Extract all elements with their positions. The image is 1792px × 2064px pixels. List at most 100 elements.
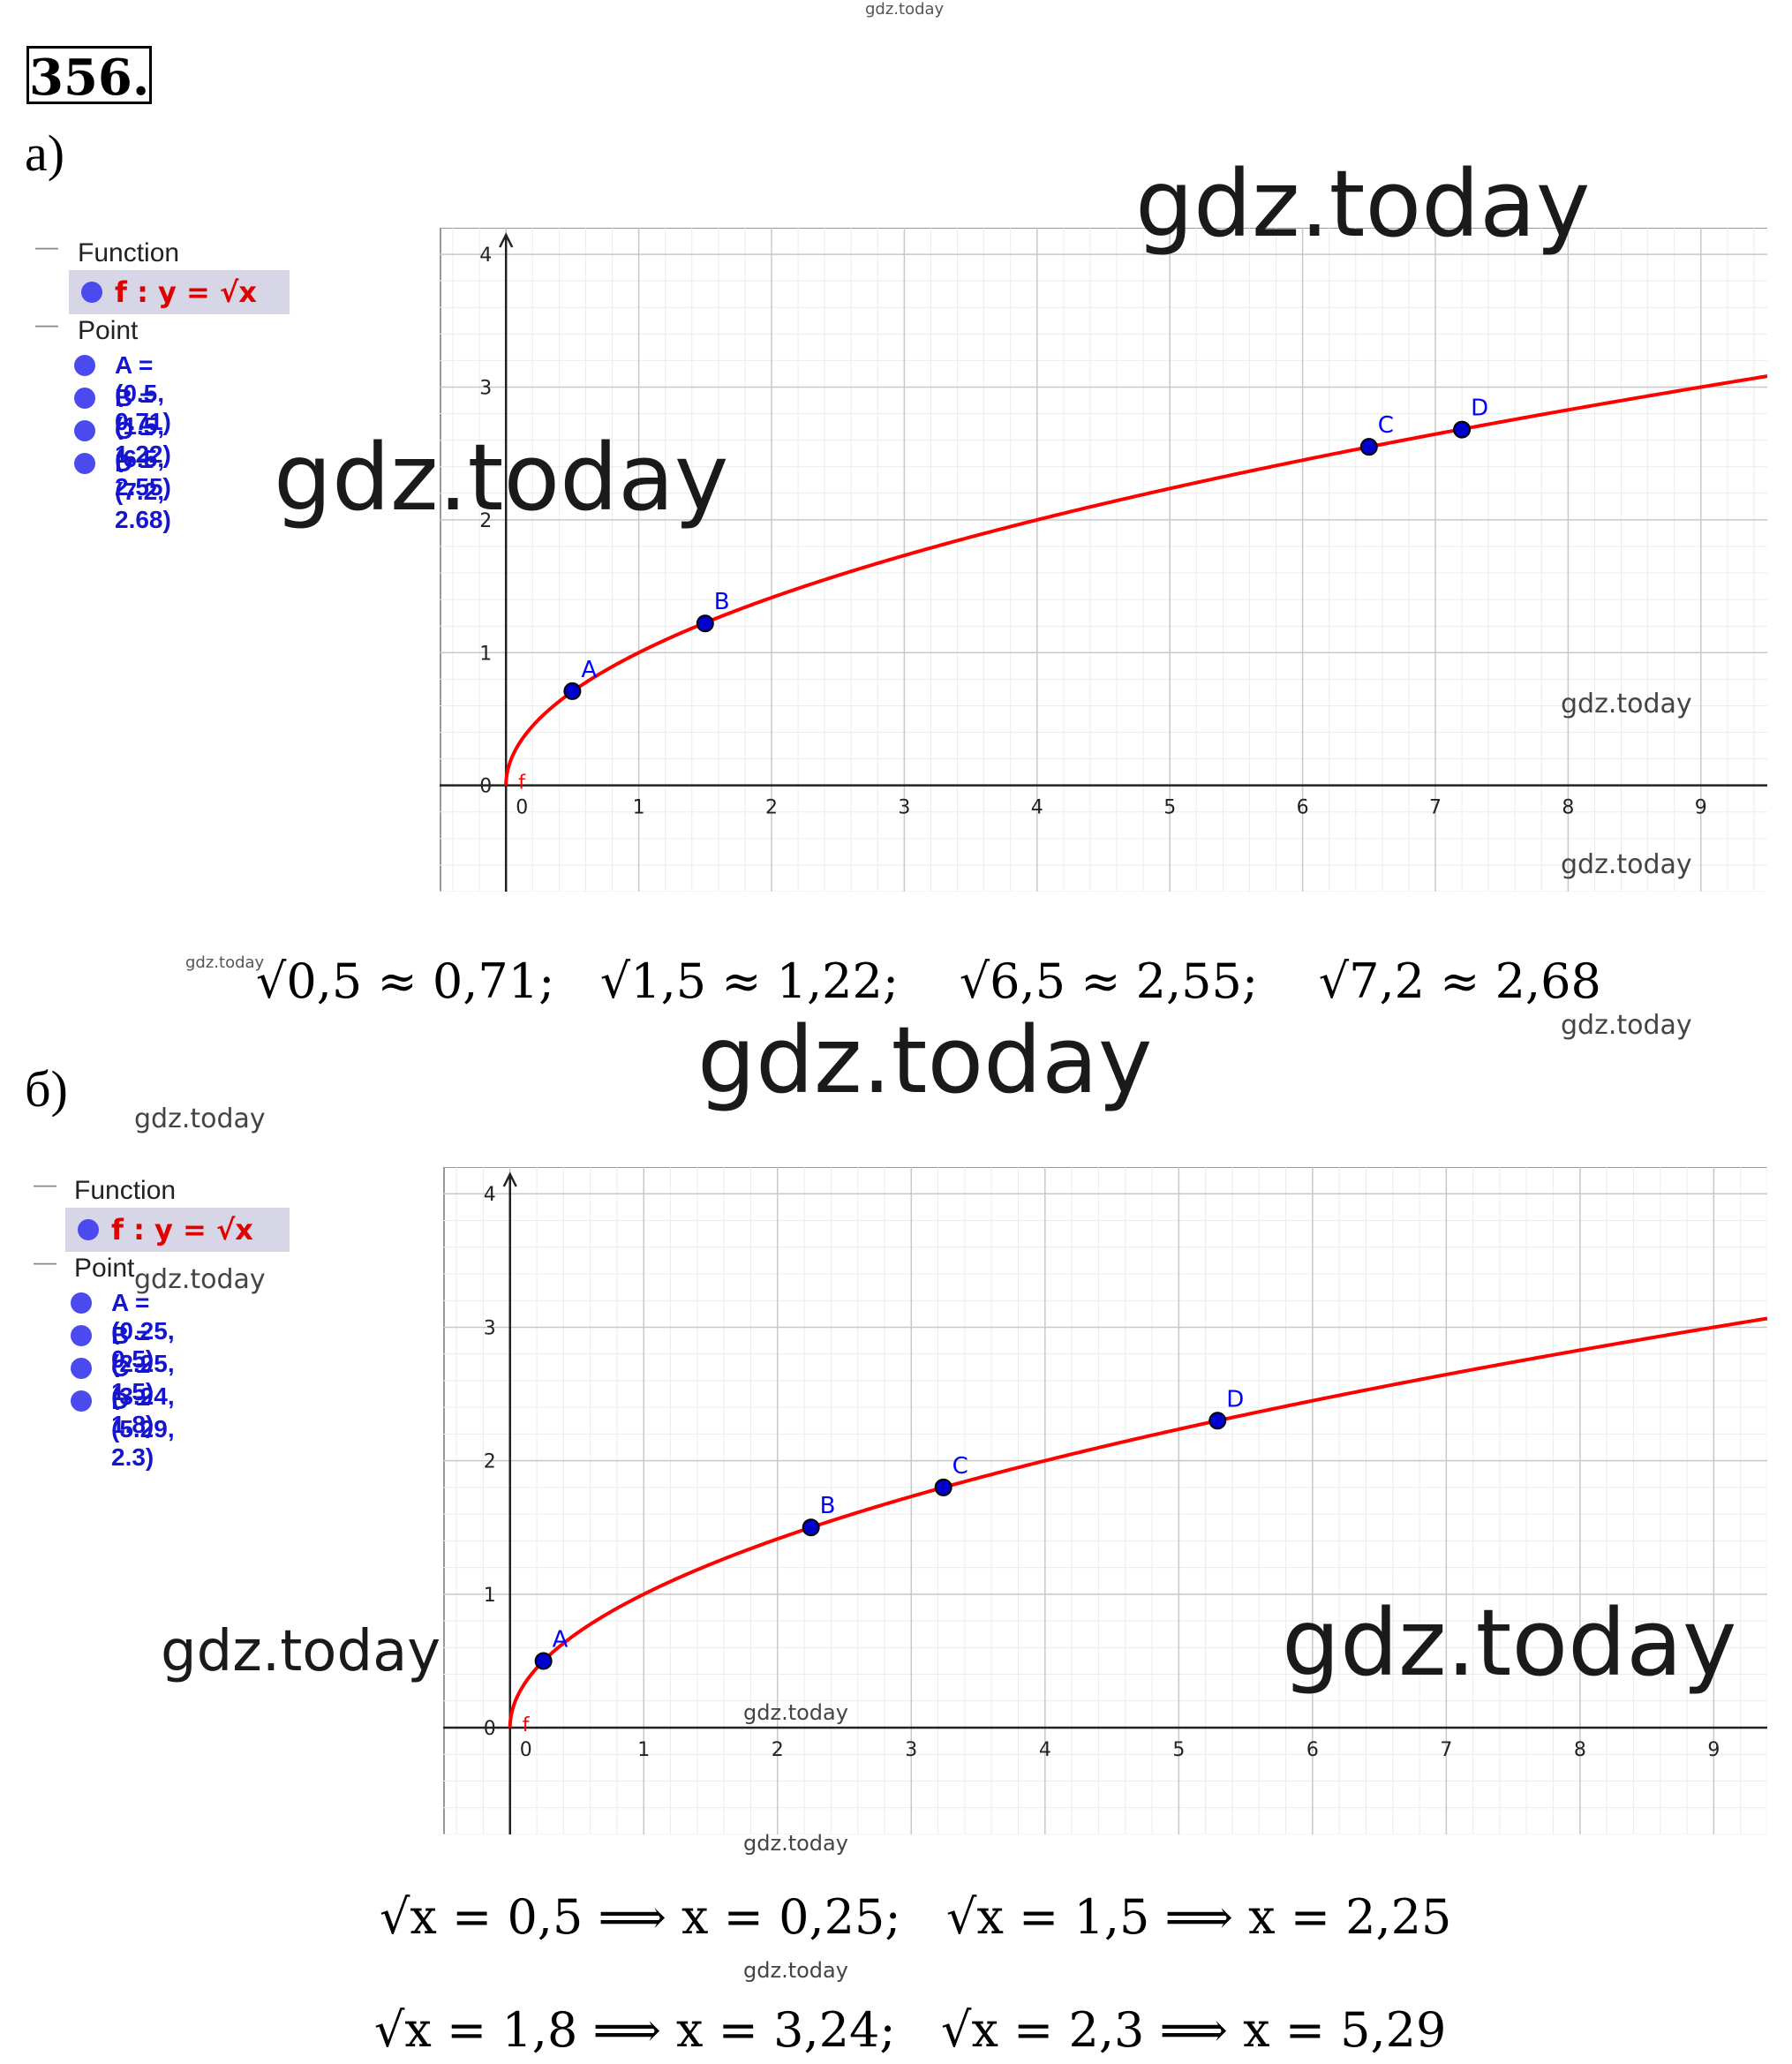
point-c[interactable] [934, 1478, 952, 1496]
function-header: Function [74, 1176, 177, 1205]
graph-view-b[interactable]: 0 1 2 3 4 5 6 7 8 9 0 1 2 3 4 f A B C D [443, 1167, 1767, 1834]
y-axis-arrow-icon [499, 232, 514, 248]
point-label: D [1471, 395, 1488, 422]
task-number: 356. [26, 46, 152, 107]
function-label: f : y = √x [111, 1213, 253, 1247]
point-item[interactable]: D = (5.29, 2.3) [111, 1387, 175, 1471]
x-tick-label: 9 [1707, 1739, 1720, 1761]
x-tick-label: 8 [1574, 1739, 1586, 1761]
visibility-dot-icon[interactable] [71, 1292, 92, 1314]
watermark: gdz.today [134, 1264, 266, 1295]
x-tick-label: 1 [633, 797, 645, 819]
point-header: Point [74, 1254, 135, 1283]
watermark: gdz.today [1282, 1589, 1737, 1697]
function-curve[interactable] [504, 374, 1767, 786]
watermark: gdz.today [1135, 150, 1591, 258]
equations-b-line1: √x = 0,5 ⟹ x = 0,25; √x = 1,5 ⟹ x = 2,25 [380, 1889, 1451, 1945]
part-b-label: б) [25, 1060, 68, 1118]
visibility-dot-icon[interactable] [81, 282, 102, 303]
x-tick-label: 8 [1562, 797, 1574, 819]
graph-view-a[interactable]: 0 1 2 3 4 5 6 7 8 9 0 1 2 3 4 f A B C D [440, 228, 1767, 892]
x-tick-label: 2 [772, 1739, 784, 1761]
x-tick-label: 6 [1306, 1739, 1319, 1761]
point-item[interactable]: B = (1.5, 1.22) [115, 384, 171, 468]
function-header: Function [78, 238, 180, 267]
watermark: gdz.today [134, 1104, 266, 1134]
visibility-dot-icon[interactable] [74, 420, 95, 441]
x-tick-label: 7 [1440, 1739, 1452, 1761]
point-item[interactable]: C = (6.5, 2.55) [115, 417, 171, 501]
function-row[interactable]: f : y = √x [69, 270, 290, 314]
point-d[interactable] [1208, 1412, 1227, 1430]
visibility-dot-icon[interactable] [71, 1390, 92, 1412]
x-tick-label: 4 [1039, 1739, 1051, 1761]
point-label: B [820, 1493, 836, 1519]
x-tick-label: 5 [1163, 797, 1176, 819]
collapse-icon[interactable]: — [34, 1248, 56, 1275]
visibility-dot-icon[interactable] [74, 388, 95, 409]
y-tick-label: 2 [484, 1451, 496, 1473]
collapse-icon[interactable]: — [35, 233, 58, 260]
equation: √1,5 ≈ 1,22; [599, 953, 900, 1009]
equations-b-line2: √x = 1,8 ⟹ x = 3,24; √x = 2,3 ⟹ x = 5,29 [374, 2002, 1446, 2058]
collapse-icon[interactable]: — [35, 311, 58, 337]
part-a-label: а) [25, 124, 65, 182]
y-tick-label: 0 [479, 776, 492, 798]
point-b[interactable] [802, 1518, 820, 1537]
equation: √6,5 ≈ 2,55; [959, 953, 1259, 1009]
x-tick-label: 5 [1172, 1739, 1185, 1761]
x-tick-label: 2 [765, 797, 778, 819]
point-c[interactable] [1359, 438, 1378, 456]
point-a[interactable] [534, 1652, 553, 1670]
x-tick-label: 0 [516, 797, 528, 819]
point-label: A [553, 1626, 568, 1653]
watermark: gdz.today [185, 953, 265, 972]
visibility-dot-icon[interactable] [74, 355, 95, 376]
watermark: gdz.today [743, 1831, 848, 1856]
y-tick-label: 2 [479, 510, 492, 532]
visibility-dot-icon[interactable] [71, 1325, 92, 1346]
point-item[interactable]: A = (0.5, 0.71) [115, 351, 171, 435]
point-label: A [581, 657, 597, 683]
point-item[interactable]: B = (2.25, 1.5) [111, 1322, 175, 1405]
watermark: gdz.today [743, 1700, 848, 1725]
visibility-dot-icon[interactable] [78, 1219, 99, 1240]
point-header: Point [78, 316, 139, 345]
point-item[interactable]: A = (0.25, 0.5) [111, 1289, 175, 1373]
collapse-icon[interactable]: — [34, 1171, 56, 1197]
equations-a: √0,5 ≈ 0,71; √1,5 ≈ 1,22; √6,5 ≈ 2,55; √… [256, 953, 1601, 1009]
y-tick-label: 4 [479, 245, 492, 267]
equation: √7,2 ≈ 2,68 [1318, 953, 1601, 1009]
point-d[interactable] [1453, 420, 1472, 439]
watermark: gdz.today [161, 1619, 441, 1684]
y-axis-arrow-icon [502, 1171, 517, 1187]
y-tick-label: 0 [484, 1718, 496, 1740]
watermark: gdz.today [743, 1958, 848, 1983]
x-tick-label: 9 [1695, 797, 1707, 819]
x-tick-label: 6 [1297, 797, 1309, 819]
watermark: gdz.today [1561, 689, 1692, 719]
y-tick-label: 1 [484, 1585, 496, 1607]
watermark: gdz.today [1561, 1010, 1692, 1041]
watermark: gdz.today [1561, 849, 1692, 880]
point-b[interactable] [696, 614, 714, 633]
y-tick-label: 1 [479, 643, 492, 665]
visibility-dot-icon[interactable] [71, 1358, 92, 1379]
point-item[interactable]: C = (3.24, 1.8) [111, 1354, 175, 1438]
curve-label: f [523, 1714, 531, 1736]
y-tick-label: 3 [484, 1317, 496, 1339]
visibility-dot-icon[interactable] [74, 453, 95, 474]
point-item[interactable]: D = (7.2, 2.68) [115, 449, 171, 533]
function-row[interactable]: f : y = √x [65, 1208, 290, 1252]
y-tick-label: 4 [484, 1184, 496, 1206]
point-label: D [1226, 1386, 1244, 1412]
x-tick-label: 1 [637, 1739, 650, 1761]
point-a[interactable] [563, 682, 582, 700]
watermark-top: gdz.today [865, 0, 945, 19]
x-tick-label: 4 [1031, 797, 1043, 819]
equation: √x = 2,3 ⟹ x = 5,29 [941, 2002, 1447, 2058]
equation: √x = 0,5 ⟹ x = 0,25; [380, 1889, 901, 1945]
equation: √x = 1,5 ⟹ x = 2,25 [946, 1889, 1452, 1945]
watermark: gdz.today [274, 424, 729, 531]
watermark: gdz.today [697, 1006, 1153, 1114]
